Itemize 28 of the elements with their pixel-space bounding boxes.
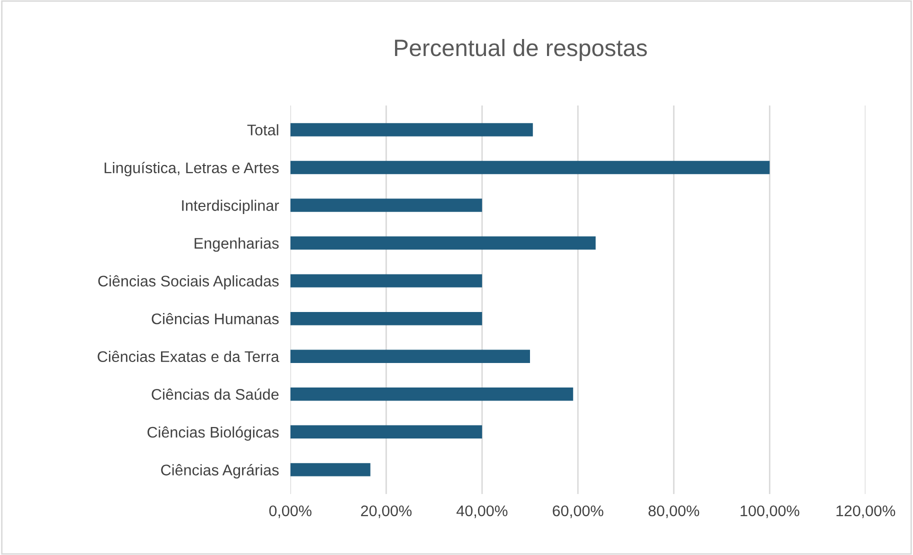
bar (290, 388, 574, 401)
bar (290, 312, 482, 326)
bar (290, 198, 482, 212)
x-tick-label: 100,00% (740, 505, 800, 518)
x-tick-label: 120,00% (836, 505, 896, 518)
x-tick-label: 0,00% (269, 505, 312, 518)
y-tick-label: Ciências Agrárias (161, 464, 279, 478)
y-tick-label: Interdisciplinar (182, 200, 279, 214)
chart-title: Percentual de respostas (395, 38, 647, 61)
y-tick-label: Ciências Exatas e da Terra (98, 350, 280, 362)
bar (290, 425, 482, 439)
y-tick-label: Ciências Biológicas (148, 426, 279, 441)
x-tick-label: 80,00% (648, 505, 700, 518)
y-tick-label: Ciências Sociais Aplicadas (98, 275, 279, 290)
y-tick-label: Ciências Humanas (152, 313, 279, 324)
bar (290, 160, 770, 174)
bar (290, 236, 596, 250)
x-tick-label: 40,00% (456, 505, 508, 518)
x-tick-label: 60,00% (552, 505, 604, 518)
y-tick-label: Ciências da Saúde (152, 388, 279, 400)
y-tick-label: Total (247, 124, 278, 136)
bar (290, 123, 533, 136)
bar (290, 350, 530, 363)
x-tick-label: 20,00% (361, 505, 412, 518)
bar (290, 463, 370, 476)
y-tick-label: Linguística, Letras e Artes (104, 162, 279, 176)
y-tick-label: Engenharias (194, 238, 279, 252)
bar (290, 274, 482, 288)
